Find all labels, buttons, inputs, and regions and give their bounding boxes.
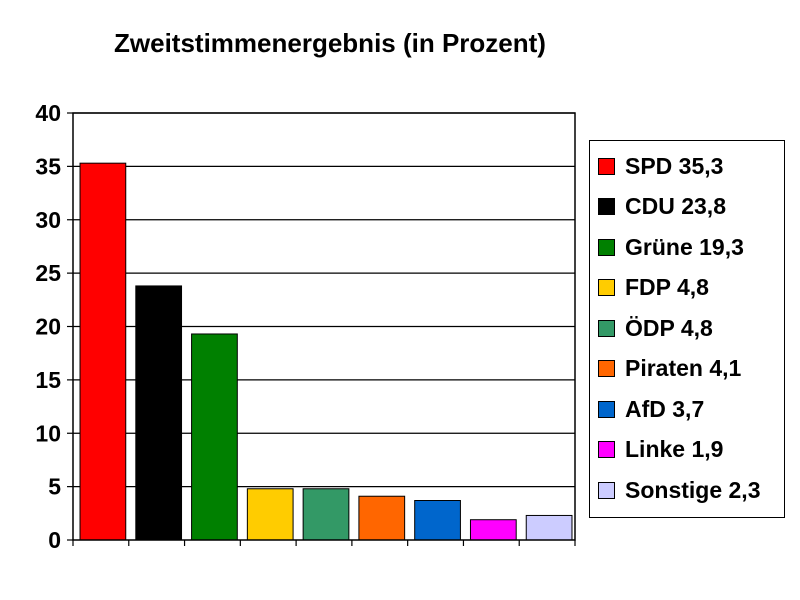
bar-ödp: [302, 488, 350, 541]
bar-grüne: [191, 333, 238, 541]
legend-label: SPD 35,3: [625, 152, 724, 179]
legend-label: FDP 4,8: [625, 274, 709, 300]
legend-label: Piraten 4,1: [625, 355, 742, 381]
y-tick-label: 0: [48, 527, 61, 553]
legend-swatch: [598, 400, 615, 418]
bar-spd: [79, 162, 127, 541]
legend-item: Grüne 19,3: [598, 230, 744, 264]
bar-afd: [414, 500, 461, 541]
legend-swatch: [598, 481, 615, 499]
legend-item: ÖDP 4,8: [598, 311, 713, 345]
y-tick-label: 25: [35, 260, 61, 286]
y-tick-label: 20: [35, 314, 61, 340]
bar-fdp: [246, 488, 294, 541]
legend-label: AfD 3,7: [625, 395, 705, 422]
legend-label: CDU 23,8: [625, 193, 726, 219]
legend-label: ÖDP 4,8: [625, 314, 713, 341]
bar-cdu: [135, 285, 183, 541]
bar-sonstige: [525, 514, 573, 541]
legend-swatch: [598, 360, 615, 377]
y-tick-label: 35: [35, 153, 61, 179]
legend-item: FDP 4,8: [598, 271, 709, 305]
chart-title: Zweitstimmenergebnis (in Prozent): [114, 28, 546, 58]
y-tick-label: 30: [35, 207, 61, 233]
legend-label: Sonstige 2,3: [625, 476, 761, 503]
legend-swatch: [598, 441, 615, 458]
bars: [79, 162, 573, 541]
legend-item: AfD 3,7: [598, 392, 704, 426]
legend-item: Linke 1,9: [598, 433, 723, 467]
y-tick-labels: 0 5 10 15 20 25 30 35 40: [35, 100, 61, 553]
legend-label: Linke 1,9: [625, 436, 724, 462]
legend: SPD 35,3 CDU 23,8 Grüne 19,3 FDP 4,8 ÖDP 4,8…: [589, 140, 785, 518]
y-tick-label: 40: [35, 100, 61, 126]
legend-swatch: [598, 157, 615, 175]
y-tick-label: 5: [48, 474, 61, 500]
legend-item: Sonstige 2,3: [598, 473, 760, 507]
legend-label: Grüne 19,3: [625, 233, 744, 260]
y-tick-label: 15: [35, 367, 61, 393]
bar-piraten: [358, 495, 406, 541]
y-tick-label: 10: [35, 420, 61, 446]
legend-swatch: [598, 238, 615, 256]
legend-item: CDU 23,8: [598, 190, 726, 224]
legend-swatch: [598, 279, 615, 296]
legend-item: SPD 35,3: [598, 149, 723, 183]
legend-item: Piraten 4,1: [598, 352, 741, 386]
legend-swatch: [598, 198, 615, 215]
axes: [67, 112, 576, 546]
legend-swatch: [598, 319, 615, 337]
bar-linke: [469, 519, 517, 541]
plot-frame: [72, 112, 576, 541]
